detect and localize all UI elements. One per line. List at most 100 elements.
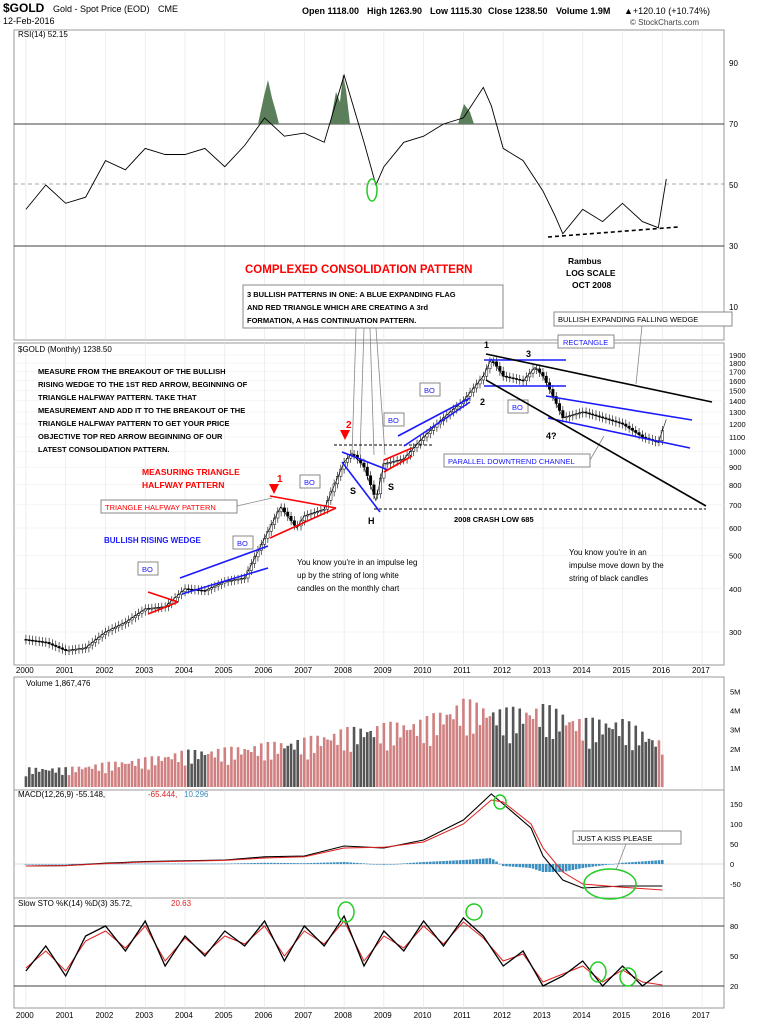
volume-bar <box>631 750 634 787</box>
volume-y-axis: 5M 4M 3M 2M 1M <box>730 688 740 773</box>
measuring-triangle-label-2: HALFWAY PATTERN <box>142 480 224 490</box>
volume-bar <box>601 734 604 787</box>
ohlc-close: Close 1238.50 <box>488 6 548 16</box>
volume-bar <box>422 743 425 787</box>
price-tick-label: 900 <box>729 463 742 472</box>
macd-hist-bar <box>568 864 571 871</box>
volume-bar <box>641 731 644 787</box>
macd-hist-bar <box>319 862 323 864</box>
volume-bar <box>309 735 313 787</box>
macd-hist-bar <box>438 861 442 864</box>
macd-hist-bar <box>548 864 551 872</box>
volume-bar <box>157 756 160 787</box>
volume-bar <box>134 765 137 787</box>
rambus-log-scale: LOG SCALE <box>566 268 616 278</box>
sto-k-line <box>25 914 663 987</box>
volume-bar <box>458 725 462 787</box>
price-tick-label: 300 <box>729 628 742 637</box>
macd-hist-bar <box>651 860 654 864</box>
macd-hist-bar <box>180 863 184 865</box>
volume-bar <box>574 731 578 787</box>
consolidation-title: COMPLEXED CONSOLIDATION PATTERN <box>245 264 472 276</box>
macd-hist-bar <box>279 862 283 864</box>
price-x-axis: 2000 2001 2002 2003 2004 2005 2006 2007 2008 2009… <box>16 666 710 675</box>
volume-bar <box>240 754 243 787</box>
volume-bar <box>508 743 512 787</box>
volume-bar <box>485 717 488 787</box>
volume-bar <box>647 738 651 787</box>
macd-hist-bar <box>226 863 230 865</box>
volume-bar <box>627 721 631 787</box>
volume-bar <box>535 708 538 787</box>
macd-hist-bar <box>369 863 372 865</box>
macd-hist-bar <box>336 862 339 864</box>
macd-hist-bar <box>455 860 459 864</box>
macd-tick-label: 150 <box>730 800 743 809</box>
macd-hist-bar <box>130 863 134 865</box>
macd-hist-bar <box>382 864 386 865</box>
x-tick-label-price: 2006 <box>255 666 273 675</box>
volume-panel-label: Volume 1,867,476 <box>26 679 91 688</box>
red-trendlines <box>147 447 413 615</box>
macd-hist-bar <box>379 864 382 865</box>
volume-bar <box>651 740 654 787</box>
volume-bar <box>100 762 104 787</box>
bullish-expanding-wedge-box <box>553 311 733 327</box>
volume-bar <box>369 730 372 787</box>
macd-hist-bar <box>34 864 38 865</box>
macd-hist-bar <box>339 862 343 864</box>
volume-bar <box>498 709 502 787</box>
volume-bar <box>170 759 174 787</box>
macd-hist-bar <box>389 864 392 865</box>
volume-bar <box>491 712 495 787</box>
macd-hist-bar <box>501 864 505 866</box>
macd-hist-bar <box>647 860 651 864</box>
red-arrow-1-icon <box>269 484 279 494</box>
macd-peak-circle <box>493 794 507 810</box>
x-tick-label-price: 2016 <box>652 666 670 675</box>
volume-bar <box>472 733 475 787</box>
volume-bar <box>190 763 193 787</box>
impulse-up-line-3: candles on the monthly chart <box>297 584 400 593</box>
macd-hist-bar <box>312 862 316 864</box>
crash-low-label: 2008 CRASH LOW 685 <box>454 515 534 524</box>
kiss-label: JUST A KISS PLEASE <box>577 834 652 843</box>
rsi-tick-label: 90 <box>729 59 738 68</box>
volume-bar <box>607 727 611 787</box>
volume-bar <box>193 749 197 787</box>
bo-label-2010: BO <box>424 386 435 395</box>
volume-bar <box>286 745 290 787</box>
macd-hist-bar <box>163 863 167 865</box>
volume-bar <box>419 719 422 787</box>
wave-label-1: 1 <box>484 340 489 350</box>
macd-hist-bar <box>57 864 61 865</box>
volume-bar <box>598 719 601 787</box>
volume-bar <box>445 714 449 787</box>
macd-hist-bar <box>554 864 558 872</box>
volume-bar <box>120 762 124 787</box>
macd-hist-bar <box>375 864 379 865</box>
macd-hist-bar <box>462 860 465 864</box>
bo-label-2009: BO <box>388 416 399 425</box>
volume-bar <box>339 729 343 787</box>
volume-bar <box>488 716 492 787</box>
macd-hist-bar <box>564 864 568 872</box>
volume-bar <box>448 714 452 787</box>
macd-hist-bar <box>432 861 435 864</box>
macd-hist-bar <box>422 862 425 864</box>
macd-hist-bar <box>243 863 246 864</box>
impulse-down-line-1: You know you're in an <box>569 548 647 557</box>
volume-tick-label: 3M <box>730 726 740 735</box>
wave-label-4: 4? <box>546 431 557 441</box>
macd-hist-bar <box>385 864 389 865</box>
x-tick-label-price: 2000 <box>16 666 34 675</box>
x-tick-label-price: 2001 <box>56 666 74 675</box>
red-arrow-2-label: 2 <box>346 420 352 431</box>
volume-bar <box>289 743 293 787</box>
volume-bar <box>303 737 306 787</box>
macd-hist-bar <box>283 863 286 864</box>
volume-bar <box>442 724 445 787</box>
rsi-tick-label: 50 <box>729 181 738 190</box>
macd-hist-bar <box>286 863 290 864</box>
volume-bar <box>521 723 525 787</box>
